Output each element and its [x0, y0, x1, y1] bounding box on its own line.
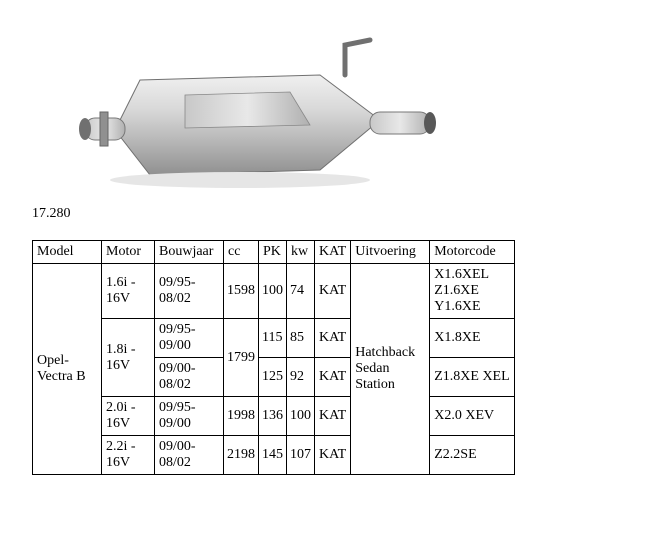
cell-motor: 1.8i - 16V	[102, 319, 155, 397]
col-kw: kw	[287, 241, 315, 264]
cell-kat: KAT	[315, 397, 351, 436]
col-motorcode: Motorcode	[430, 241, 515, 264]
col-motor: Motor	[102, 241, 155, 264]
cell-cc: 1598	[224, 264, 259, 319]
cell-model: Opel-Vectra B	[33, 264, 102, 475]
cell-bouwjaar: 09/95-09/00	[155, 319, 224, 358]
col-kat: KAT	[315, 241, 351, 264]
product-code: 17.280	[32, 206, 640, 222]
col-model: Model	[33, 241, 102, 264]
table-header-row: Model Motor Bouwjaar cc PK kw KAT Uitvoe…	[33, 241, 515, 264]
cell-pk: 125	[259, 358, 287, 397]
cell-motorcode: X2.0 XEV	[430, 397, 515, 436]
col-pk: PK	[259, 241, 287, 264]
table-row: 1.8i - 16V 09/95-09/00 1799 115 85 KAT X…	[33, 319, 515, 358]
cell-motorcode: X1.6XEL Z1.6XE Y1.6XE	[430, 264, 515, 319]
cell-motor: 2.2i - 16V	[102, 436, 155, 475]
col-bouwjaar: Bouwjaar	[155, 241, 224, 264]
cell-kat: KAT	[315, 358, 351, 397]
spec-table: Model Motor Bouwjaar cc PK kw KAT Uitvoe…	[32, 240, 515, 475]
muffler-illustration	[40, 20, 440, 200]
cell-pk: 136	[259, 397, 287, 436]
cell-bouwjaar: 09/00-08/02	[155, 358, 224, 397]
cell-kw: 100	[287, 397, 315, 436]
col-uitvoering: Uitvoering	[351, 241, 430, 264]
product-image	[40, 20, 440, 200]
cell-kat: KAT	[315, 264, 351, 319]
table-row: 2.0i - 16V 09/95-09/00 1998 136 100 KAT …	[33, 397, 515, 436]
cell-kat: KAT	[315, 436, 351, 475]
cell-pk: 115	[259, 319, 287, 358]
table-row: 2.2i - 16V 09/00-08/02 2198 145 107 KAT …	[33, 436, 515, 475]
cell-bouwjaar: 09/00-08/02	[155, 436, 224, 475]
cell-bouwjaar: 09/95-09/00	[155, 397, 224, 436]
table-row: Opel-Vectra B 1.6i - 16V 09/95-08/02 159…	[33, 264, 515, 319]
cell-cc: 2198	[224, 436, 259, 475]
cell-motorcode: Z1.8XE XEL	[430, 358, 515, 397]
cell-motor: 2.0i - 16V	[102, 397, 155, 436]
cell-motorcode: X1.8XE	[430, 319, 515, 358]
cell-kw: 85	[287, 319, 315, 358]
col-cc: cc	[224, 241, 259, 264]
cell-kw: 92	[287, 358, 315, 397]
cell-cc: 1799	[224, 319, 259, 397]
cell-pk: 100	[259, 264, 287, 319]
cell-cc: 1998	[224, 397, 259, 436]
cell-motor: 1.6i - 16V	[102, 264, 155, 319]
cell-uitvoering: Hatchback Sedan Station	[351, 264, 430, 475]
cell-kat: KAT	[315, 319, 351, 358]
cell-pk: 145	[259, 436, 287, 475]
cell-kw: 74	[287, 264, 315, 319]
cell-bouwjaar: 09/95-08/02	[155, 264, 224, 319]
cell-motorcode: Z2.2SE	[430, 436, 515, 475]
cell-kw: 107	[287, 436, 315, 475]
